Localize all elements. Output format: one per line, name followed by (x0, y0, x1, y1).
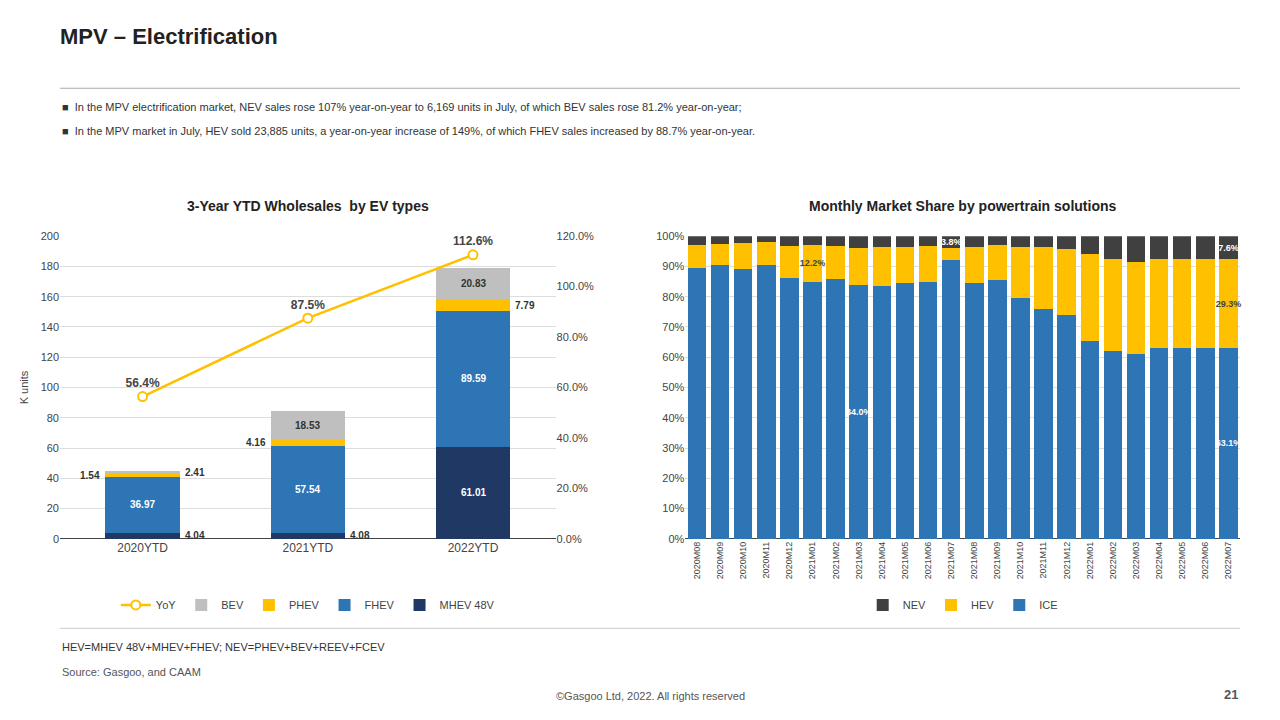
svg-text:140: 140 (41, 321, 59, 333)
svg-text:2021M02: 2021M02 (831, 542, 841, 580)
svg-text:■ In the MPV electrification: ■ In the MPV electrification market, NEV… (62, 101, 742, 113)
svg-text:20.83: 20.83 (461, 278, 486, 289)
svg-text:2022M02: 2022M02 (1108, 542, 1118, 580)
svg-text:100%: 100% (656, 230, 684, 242)
svg-text:112.6%: 112.6% (453, 234, 493, 248)
svg-text:56.4%: 56.4% (126, 376, 160, 390)
svg-text:4.04: 4.04 (185, 530, 205, 541)
svg-text:40: 40 (47, 472, 59, 484)
svg-text:29.3%: 29.3% (1216, 299, 1242, 309)
svg-text:2021M01: 2021M01 (807, 542, 817, 580)
svg-text:80.0%: 80.0% (557, 331, 588, 343)
svg-text:2020M10: 2020M10 (738, 542, 748, 580)
svg-text:21: 21 (1224, 687, 1238, 702)
svg-text:4.16: 4.16 (246, 437, 266, 448)
svg-text:2022M01: 2022M01 (1085, 542, 1095, 580)
svg-text:K units: K units (18, 370, 30, 404)
svg-text:40.0%: 40.0% (557, 432, 588, 444)
svg-text:2022M04: 2022M04 (1154, 542, 1164, 580)
svg-text:©Gasgoo Ltd, 2022. All rights: ©Gasgoo Ltd, 2022. All rights reserved (556, 690, 745, 702)
svg-text:YoY: YoY (156, 599, 176, 611)
svg-text:180: 180 (41, 260, 59, 272)
svg-text:2020M09: 2020M09 (715, 542, 725, 580)
svg-text:2021M06: 2021M06 (923, 542, 933, 580)
svg-text:30%: 30% (662, 442, 684, 454)
svg-text:0%: 0% (668, 533, 684, 545)
svg-text:12.2%: 12.2% (800, 258, 826, 268)
svg-text:60: 60 (47, 442, 59, 454)
svg-text:50%: 50% (662, 381, 684, 393)
svg-text:PHEV: PHEV (289, 599, 320, 611)
svg-text:ICE: ICE (1039, 599, 1057, 611)
svg-text:89.59: 89.59 (461, 373, 486, 384)
svg-text:2022M05: 2022M05 (1177, 542, 1187, 580)
svg-text:20.0%: 20.0% (557, 482, 588, 494)
svg-text:70%: 70% (662, 321, 684, 333)
svg-text:80%: 80% (662, 291, 684, 303)
svg-text:20: 20 (47, 502, 59, 514)
svg-text:2021M10: 2021M10 (1015, 542, 1025, 580)
svg-text:57.54: 57.54 (295, 484, 320, 495)
svg-text:2021M09: 2021M09 (992, 542, 1002, 580)
svg-text:100: 100 (41, 381, 59, 393)
svg-text:63.1%: 63.1% (1216, 438, 1242, 448)
svg-text:80: 80 (47, 412, 59, 424)
svg-text:200: 200 (41, 230, 59, 242)
svg-text:MHEV 48V: MHEV 48V (440, 599, 495, 611)
svg-text:2021M12: 2021M12 (1062, 542, 1072, 580)
svg-text:120: 120 (41, 351, 59, 363)
svg-text:18.53: 18.53 (295, 420, 320, 431)
svg-text:60.0%: 60.0% (557, 381, 588, 393)
svg-text:40%: 40% (662, 412, 684, 424)
svg-text:84.0%: 84.0% (846, 407, 872, 417)
svg-text:90%: 90% (662, 260, 684, 272)
svg-text:10%: 10% (662, 502, 684, 514)
svg-text:3.8%: 3.8% (941, 237, 962, 247)
svg-text:0: 0 (53, 533, 59, 545)
svg-text:2021M07: 2021M07 (946, 542, 956, 580)
svg-text:1.54: 1.54 (80, 470, 100, 481)
svg-text:2021M03: 2021M03 (854, 542, 864, 580)
svg-text:Source: Gasgoo, and CAAM: Source: Gasgoo, and CAAM (62, 666, 201, 678)
svg-text:2020M12: 2020M12 (784, 542, 794, 580)
svg-text:HEV: HEV (971, 599, 994, 611)
svg-text:2020YTD: 2020YTD (117, 541, 168, 555)
svg-text:20%: 20% (662, 472, 684, 484)
svg-text:36.97: 36.97 (130, 499, 155, 510)
svg-text:HEV=MHEV 48V+MHEV+FHEV; NEV=PH: HEV=MHEV 48V+MHEV+FHEV; NEV=PHEV+BEV+REE… (62, 641, 385, 653)
svg-text:60%: 60% (662, 351, 684, 363)
svg-text:4.08: 4.08 (350, 530, 370, 541)
svg-text:2021M04: 2021M04 (877, 542, 887, 580)
svg-text:2021YTD: 2021YTD (282, 541, 333, 555)
svg-text:2021M08: 2021M08 (969, 542, 979, 580)
svg-text:2021M11: 2021M11 (1039, 542, 1049, 579)
svg-text:100.0%: 100.0% (557, 280, 595, 292)
svg-text:2020M08: 2020M08 (692, 542, 702, 580)
svg-text:61.01: 61.01 (461, 487, 486, 498)
svg-text:NEV: NEV (903, 599, 926, 611)
svg-text:MPV – Electrification: MPV – Electrification (60, 24, 278, 49)
svg-text:Monthly Market Share by powert: Monthly Market Share by powertrain solut… (809, 198, 1116, 214)
svg-text:2022M03: 2022M03 (1131, 542, 1141, 580)
svg-text:120.0%: 120.0% (557, 230, 595, 242)
svg-text:2022M07: 2022M07 (1223, 542, 1233, 580)
svg-text:0.0%: 0.0% (557, 533, 582, 545)
svg-text:160: 160 (41, 291, 59, 303)
svg-text:7.6%: 7.6% (1218, 243, 1239, 253)
svg-text:2.41: 2.41 (185, 467, 205, 478)
svg-text:87.5%: 87.5% (291, 298, 325, 312)
svg-text:2021M05: 2021M05 (900, 542, 910, 580)
svg-text:2020M11: 2020M11 (761, 542, 771, 579)
svg-text:7.79: 7.79 (515, 300, 535, 311)
svg-text:FHEV: FHEV (365, 599, 395, 611)
svg-text:BEV: BEV (221, 599, 244, 611)
svg-text:2022M06: 2022M06 (1200, 542, 1210, 580)
svg-text:3-Year YTD Wholesales by EV t: 3-Year YTD Wholesales by EV types (187, 198, 429, 214)
svg-text:2022YTD: 2022YTD (448, 541, 499, 555)
svg-text:■ In the MPV market in July,: ■ In the MPV market in July, HEV sold 23… (62, 125, 755, 137)
